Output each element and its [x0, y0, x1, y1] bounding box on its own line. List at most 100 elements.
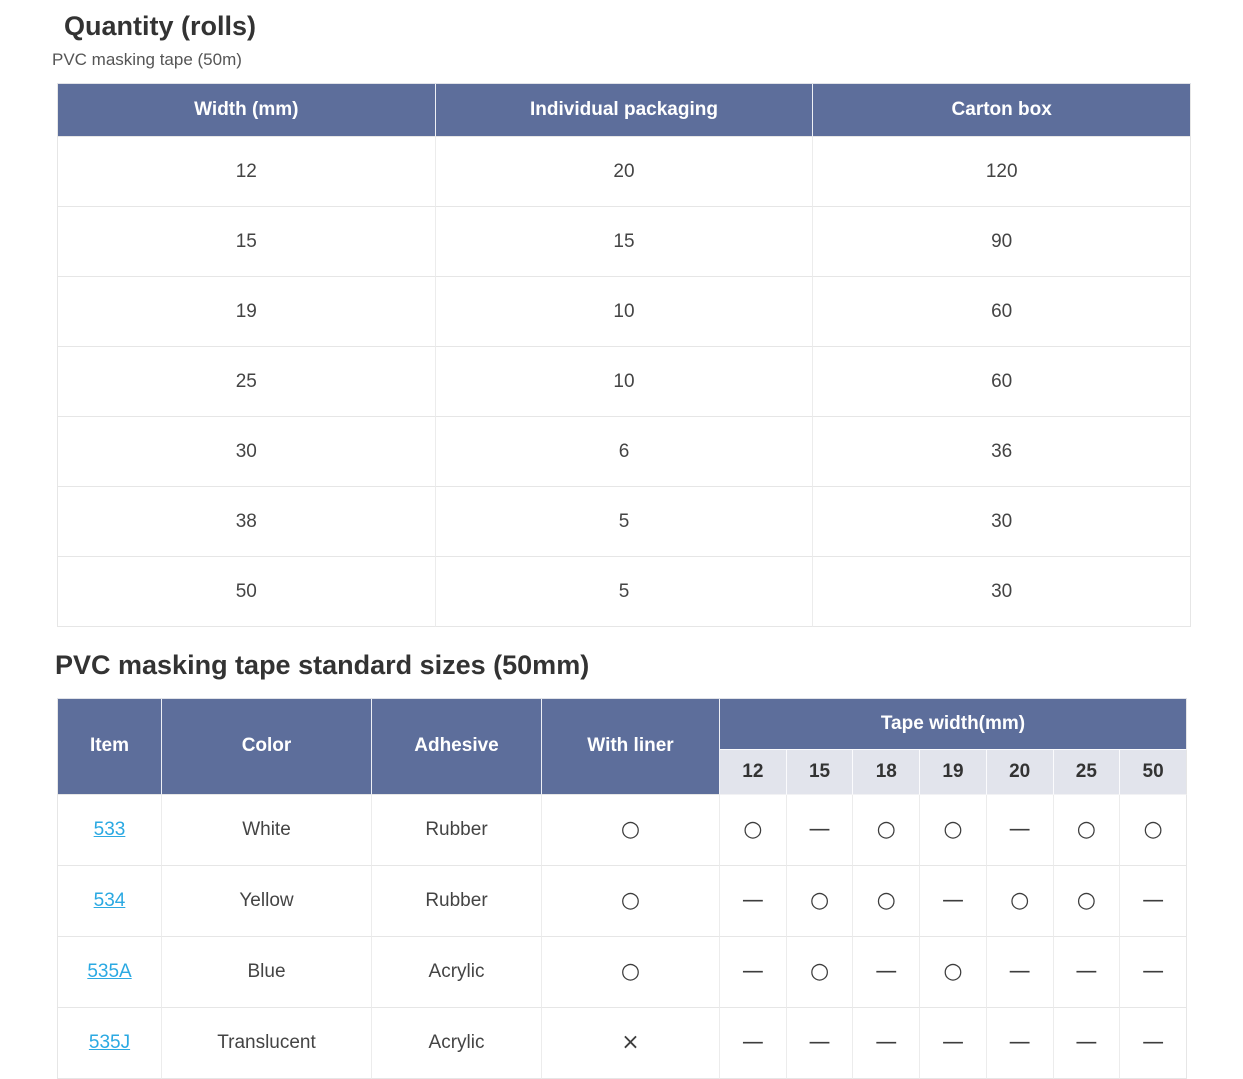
column-header-item: Item: [58, 698, 162, 795]
column-header-individual-packaging: Individual packaging: [435, 84, 814, 138]
width-availability-cell: ○: [1053, 794, 1121, 866]
table-row: 535J Translucent Acrylic × — — — — — — —: [58, 1007, 1187, 1079]
width-availability-cell: —: [1120, 865, 1187, 937]
table-row: 15 15 90: [58, 207, 1191, 278]
column-header-color: Color: [162, 698, 372, 795]
tape-width-col-header: 25: [1053, 749, 1121, 795]
width-availability-cell: ○: [853, 865, 921, 937]
item-link[interactable]: 534: [93, 889, 126, 911]
width-availability-cell: ○: [786, 936, 854, 1008]
table-row: 533 White Rubber ○ ○ — ○ ○ — ○ ○: [58, 794, 1187, 866]
adhesive-cell: Acrylic: [372, 936, 542, 1008]
standard-sizes-title: PVC masking tape standard sizes (50mm): [55, 650, 590, 681]
individual-packaging-cell: 10: [435, 347, 814, 418]
tape-width-col-header: 18: [853, 749, 921, 795]
item-cell: 534: [58, 865, 162, 937]
column-header-tape-width: Tape width(mm): [720, 698, 1187, 750]
product-spec-page: Quantity (rolls) PVC masking tape (50m) …: [52, 0, 1191, 1079]
standard-sizes-header-row: Item Color Adhesive With liner Tape widt…: [58, 698, 1187, 795]
item-link[interactable]: 535A: [87, 960, 132, 982]
width-cell: 15: [58, 207, 436, 278]
item-link[interactable]: 535J: [88, 1031, 131, 1053]
width-availability-cell: ○: [1120, 794, 1187, 866]
carton-box-cell: 60: [813, 277, 1191, 348]
width-availability-cell: ○: [920, 794, 987, 866]
table-row: 25 10 60: [58, 347, 1191, 418]
width-availability-cell: ○: [1053, 865, 1121, 937]
tape-width-col-header: 12: [720, 749, 787, 795]
with-liner-cell: ○: [542, 794, 720, 866]
table-row: 50 5 30: [58, 557, 1191, 628]
carton-box-cell: 36: [813, 417, 1191, 488]
width-availability-cell: —: [720, 865, 787, 937]
table-row: 19 10 60: [58, 277, 1191, 348]
carton-box-cell: 30: [813, 557, 1191, 628]
width-cell: 30: [58, 417, 436, 488]
color-cell: White: [162, 794, 372, 866]
width-availability-cell: —: [1053, 936, 1121, 1008]
individual-packaging-cell: 20: [435, 137, 814, 208]
width-availability-cell: —: [986, 794, 1054, 866]
individual-packaging-cell: 5: [435, 557, 814, 628]
width-availability-cell: —: [786, 794, 854, 866]
width-availability-cell: —: [853, 1007, 921, 1079]
quantity-table: Width (mm) Individual packaging Carton b…: [57, 83, 1191, 628]
table-row: 535A Blue Acrylic ○ — ○ — ○ — — —: [58, 936, 1187, 1008]
width-availability-cell: —: [986, 1007, 1054, 1079]
carton-box-cell: 90: [813, 207, 1191, 278]
width-availability-cell: ○: [986, 865, 1054, 937]
width-availability-cell: ○: [720, 794, 787, 866]
table-row: 12 20 120: [58, 137, 1191, 208]
carton-box-cell: 120: [813, 137, 1191, 208]
table-row: 534 Yellow Rubber ○ — ○ ○ — ○ ○ —: [58, 865, 1187, 937]
width-cell: 12: [58, 137, 436, 208]
tape-width-subheader-row: 12 15 18 19 20 25 50: [58, 749, 1187, 795]
tape-width-col-header: 15: [786, 749, 854, 795]
tape-width-col-header: 19: [920, 749, 987, 795]
quantity-section-subtitle: PVC masking tape (50m): [52, 50, 242, 70]
with-liner-cell: ○: [542, 865, 720, 937]
width-availability-cell: ○: [920, 936, 987, 1008]
width-cell: 19: [58, 277, 436, 348]
column-header-adhesive: Adhesive: [372, 698, 542, 795]
individual-packaging-cell: 15: [435, 207, 814, 278]
table-row: 30 6 36: [58, 417, 1191, 488]
tape-width-col-header: 20: [986, 749, 1054, 795]
tape-width-col-header: 50: [1120, 749, 1187, 795]
individual-packaging-cell: 5: [435, 487, 814, 558]
column-header-carton-box: Carton box: [813, 84, 1191, 138]
width-availability-cell: —: [720, 1007, 787, 1079]
width-cell: 25: [58, 347, 436, 418]
width-availability-cell: —: [853, 936, 921, 1008]
standard-sizes-table: Item Color Adhesive With liner Tape widt…: [57, 697, 1187, 1079]
color-cell: Translucent: [162, 1007, 372, 1079]
individual-packaging-cell: 10: [435, 277, 814, 348]
width-availability-cell: ○: [786, 865, 854, 937]
column-header-width-mm: Width (mm): [58, 84, 436, 138]
width-availability-cell: —: [986, 936, 1054, 1008]
table-row: 38 5 30: [58, 487, 1191, 558]
quantity-table-header-row: Width (mm) Individual packaging Carton b…: [58, 84, 1191, 138]
width-cell: 38: [58, 487, 436, 558]
width-availability-cell: —: [1053, 1007, 1121, 1079]
width-cell: 50: [58, 557, 436, 628]
item-cell: 535A: [58, 936, 162, 1008]
individual-packaging-cell: 6: [435, 417, 814, 488]
width-availability-cell: —: [720, 936, 787, 1008]
width-availability-cell: —: [920, 1007, 987, 1079]
with-liner-cell: ×: [542, 1007, 720, 1079]
width-availability-cell: ○: [853, 794, 921, 866]
width-availability-cell: —: [1120, 936, 1187, 1008]
item-link[interactable]: 533: [93, 818, 126, 840]
carton-box-cell: 60: [813, 347, 1191, 418]
item-cell: 533: [58, 794, 162, 866]
carton-box-cell: 30: [813, 487, 1191, 558]
width-availability-cell: —: [1120, 1007, 1187, 1079]
column-header-with-liner: With liner: [542, 698, 720, 795]
color-cell: Yellow: [162, 865, 372, 937]
color-cell: Blue: [162, 936, 372, 1008]
width-availability-cell: —: [920, 865, 987, 937]
adhesive-cell: Rubber: [372, 865, 542, 937]
adhesive-cell: Rubber: [372, 794, 542, 866]
adhesive-cell: Acrylic: [372, 1007, 542, 1079]
